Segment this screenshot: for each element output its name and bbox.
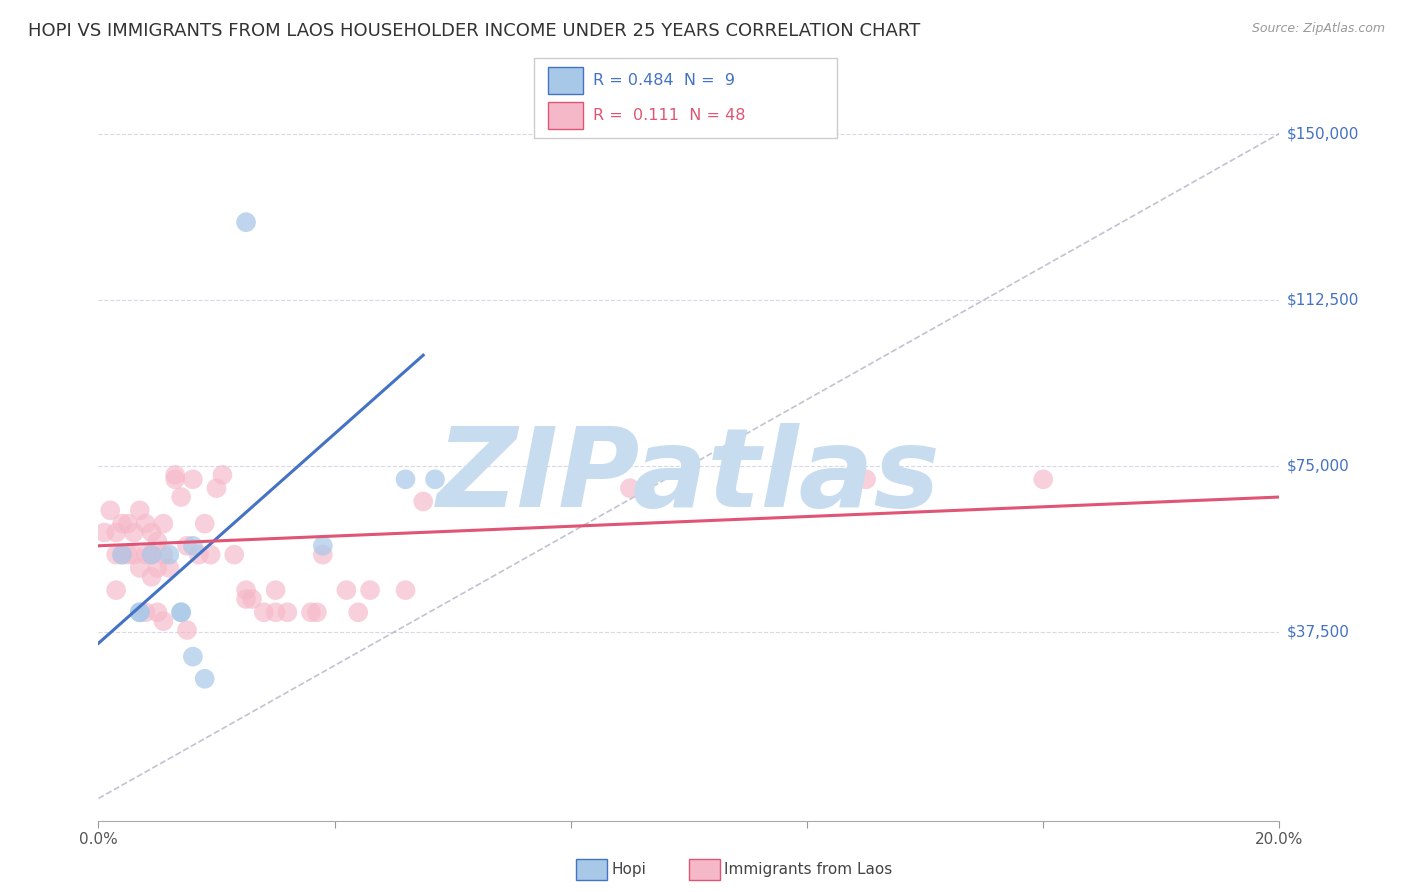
Point	[176, 539, 198, 553]
Point	[111, 548, 134, 562]
Point	[264, 583, 287, 598]
Point	[152, 516, 174, 531]
Point	[141, 570, 163, 584]
Point	[157, 548, 180, 562]
Point	[205, 481, 228, 495]
Point	[235, 583, 257, 598]
Point	[211, 467, 233, 482]
Point	[394, 472, 416, 486]
Point	[170, 490, 193, 504]
Point	[181, 539, 204, 553]
Point	[146, 605, 169, 619]
Point	[128, 605, 150, 619]
Point	[122, 525, 145, 540]
Point	[141, 548, 163, 562]
Point	[128, 561, 150, 575]
Point	[253, 605, 276, 619]
Text: $37,500: $37,500	[1286, 624, 1350, 640]
Point	[105, 548, 128, 562]
Point	[152, 548, 174, 562]
Point	[347, 605, 370, 619]
Point	[128, 605, 150, 619]
Point	[305, 605, 328, 619]
Point	[181, 649, 204, 664]
Text: HOPI VS IMMIGRANTS FROM LAOS HOUSEHOLDER INCOME UNDER 25 YEARS CORRELATION CHART: HOPI VS IMMIGRANTS FROM LAOS HOUSEHOLDER…	[28, 22, 921, 40]
Text: $75,000: $75,000	[1286, 458, 1350, 474]
Point	[187, 548, 209, 562]
Text: R = 0.484  N =  9: R = 0.484 N = 9	[593, 73, 735, 88]
Text: Immigrants from Laos: Immigrants from Laos	[724, 863, 893, 877]
Point	[105, 525, 128, 540]
Point	[141, 525, 163, 540]
Point	[170, 605, 193, 619]
Point	[122, 548, 145, 562]
Point	[176, 623, 198, 637]
Text: R =  0.111  N = 48: R = 0.111 N = 48	[593, 108, 745, 123]
Point	[135, 548, 157, 562]
Point	[165, 472, 187, 486]
Point	[170, 605, 193, 619]
Point	[423, 472, 446, 486]
Point	[299, 605, 322, 619]
Text: $150,000: $150,000	[1286, 126, 1358, 141]
Point	[1032, 472, 1054, 486]
Text: Hopi: Hopi	[612, 863, 647, 877]
Point	[111, 516, 134, 531]
Text: ZIPatlas: ZIPatlas	[437, 424, 941, 531]
Point	[335, 583, 357, 598]
Text: Source: ZipAtlas.com: Source: ZipAtlas.com	[1251, 22, 1385, 36]
Point	[200, 548, 222, 562]
Point	[855, 472, 877, 486]
Point	[235, 215, 257, 229]
Point	[152, 614, 174, 628]
Point	[157, 561, 180, 575]
Point	[105, 583, 128, 598]
Point	[359, 583, 381, 598]
Point	[312, 539, 335, 553]
Point	[128, 503, 150, 517]
Point	[165, 467, 187, 482]
Point	[264, 605, 287, 619]
Point	[98, 503, 121, 517]
Point	[135, 605, 157, 619]
Point	[146, 534, 169, 549]
Point	[235, 592, 257, 607]
Point	[117, 516, 139, 531]
Point	[117, 548, 139, 562]
Point	[135, 516, 157, 531]
Point	[312, 548, 335, 562]
Point	[619, 481, 641, 495]
Point	[194, 516, 217, 531]
Point	[141, 548, 163, 562]
Point	[412, 494, 434, 508]
Point	[240, 592, 263, 607]
Point	[181, 472, 204, 486]
Point	[394, 583, 416, 598]
Point	[224, 548, 246, 562]
Text: $112,500: $112,500	[1286, 293, 1358, 307]
Point	[111, 548, 134, 562]
Point	[276, 605, 298, 619]
Point	[146, 561, 169, 575]
Point	[194, 672, 217, 686]
Point	[93, 525, 115, 540]
